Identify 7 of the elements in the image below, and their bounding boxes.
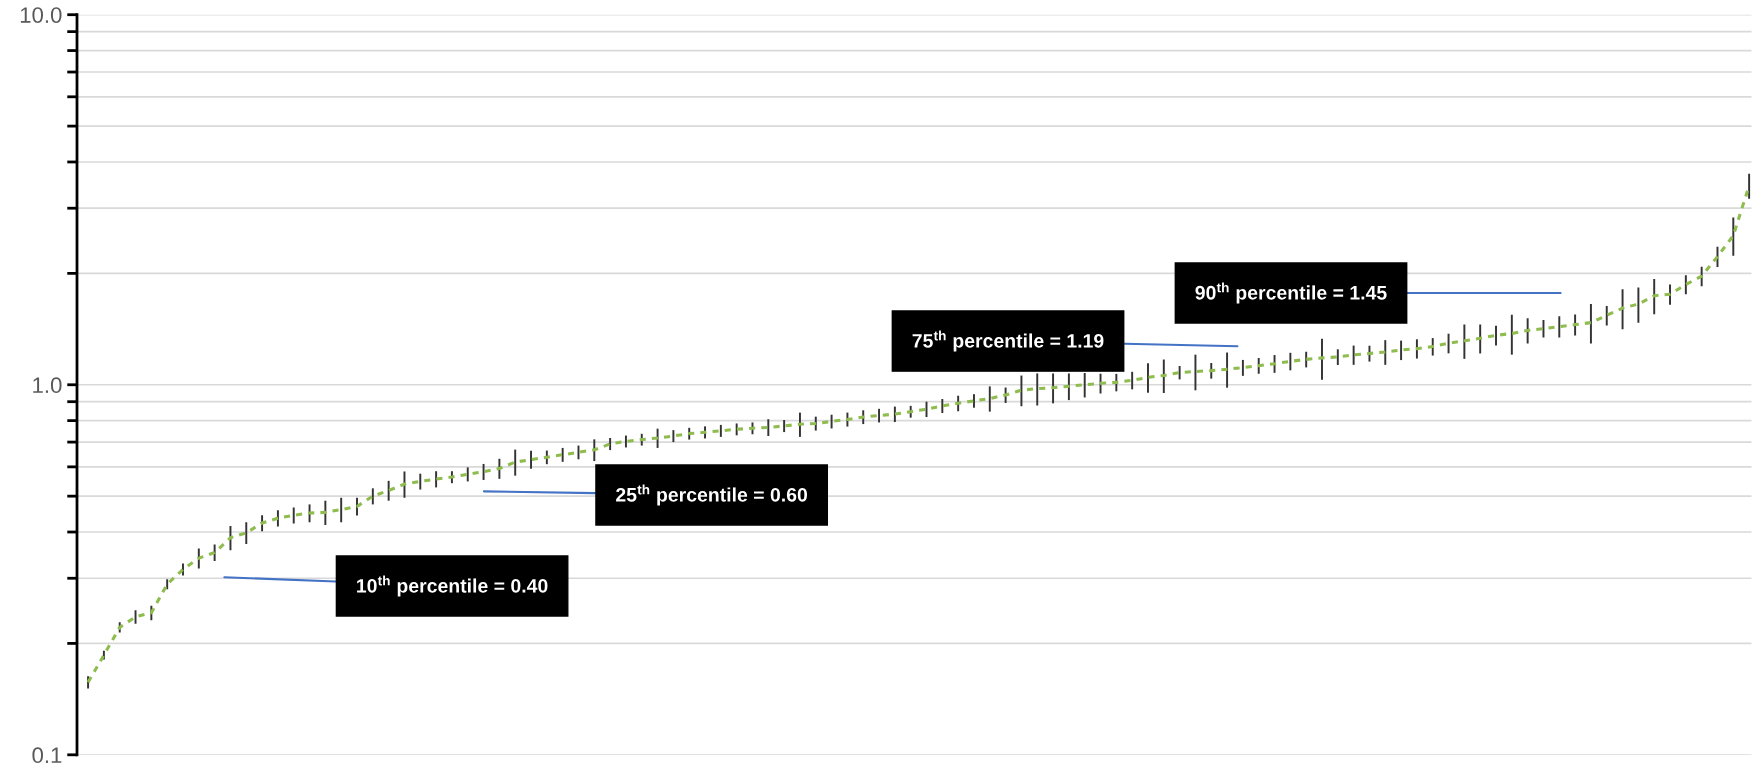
annotation: 10$^{th}$ percentile = 0.40 <box>357 575 548 597</box>
y-tick-label: 10.0 <box>20 7 62 23</box>
annotation: 75$^{th}$ percentile = 1.19 <box>912 330 1104 352</box>
annotation: 25$^{th}$ percentile = 0.60 <box>616 484 808 506</box>
y-tick-label: 0.1 <box>32 747 62 764</box>
y-tick-label: 1.0 <box>33 377 62 394</box>
annotation: 90$^{th}$ percentile = 1.45 <box>1195 282 1387 304</box>
